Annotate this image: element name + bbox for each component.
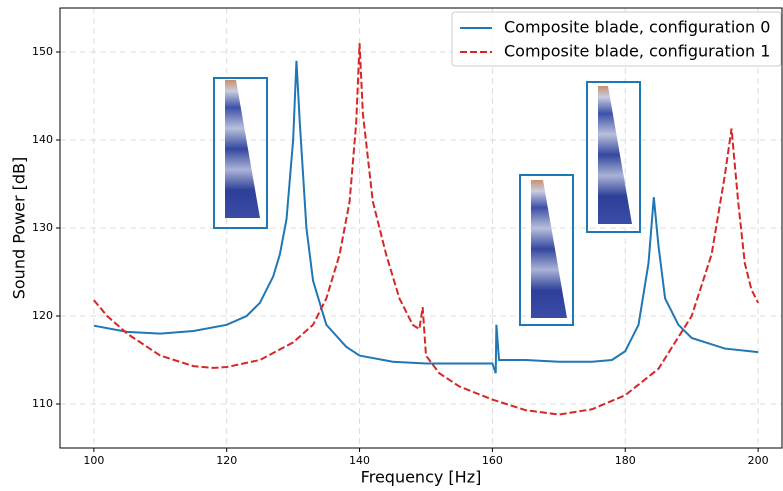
legend-box xyxy=(451,11,782,67)
inset-image xyxy=(225,80,260,218)
series-line xyxy=(93,60,759,374)
x-tick-label: 120 xyxy=(216,454,237,467)
x-tick-label: 180 xyxy=(615,454,636,467)
x-axis-label: Frequency [Hz] xyxy=(361,468,482,487)
inset-box xyxy=(586,81,641,233)
legend-label: Composite blade, configuration 0 xyxy=(504,18,770,37)
y-tick-label: 140 xyxy=(32,133,53,146)
y-tick-label: 110 xyxy=(32,397,53,410)
y-tick-label: 120 xyxy=(32,309,53,322)
legend-label: Composite blade, configuration 1 xyxy=(504,42,770,61)
y-axis-label: Sound Power [dB] xyxy=(10,157,29,300)
y-tick-label: 130 xyxy=(32,221,53,234)
x-tick-label: 160 xyxy=(482,454,503,467)
inset-box xyxy=(519,174,574,326)
series-line xyxy=(93,43,759,416)
inset-image xyxy=(598,86,632,224)
x-tick-label: 100 xyxy=(83,454,104,467)
x-tick-label: 200 xyxy=(748,454,769,467)
y-tick-label: 150 xyxy=(32,45,53,58)
insets xyxy=(213,77,641,326)
grid xyxy=(60,8,782,448)
inset-image xyxy=(531,180,567,318)
lines xyxy=(93,43,759,416)
legend: Composite blade, configuration 0 Composit… xyxy=(451,11,782,67)
inset-box xyxy=(213,77,268,229)
x-tick-label: 140 xyxy=(349,454,370,467)
axes: 100 120 140 160 180 200 110 120 130 140 150 xyxy=(32,45,769,467)
